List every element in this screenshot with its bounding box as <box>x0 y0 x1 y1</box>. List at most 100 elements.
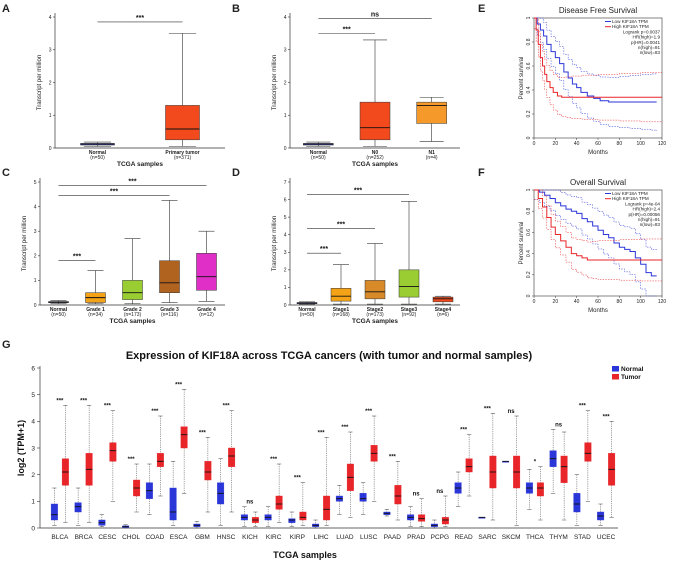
y-tick-label: 0 <box>284 146 287 152</box>
y-tick-label: 1 <box>284 113 287 119</box>
y-tick-label: 4 <box>31 419 35 426</box>
group-n-label: (n=6) <box>437 312 449 318</box>
normal-box <box>288 518 296 523</box>
y-tick-label: 2 <box>34 254 37 260</box>
significance-label: *** <box>270 457 278 463</box>
legend-label: High KIF18A TPM <box>612 24 649 29</box>
y-tick-label: 0 <box>284 303 287 309</box>
box-stage3 <box>398 269 420 298</box>
panel-d-boxplot: 0 1 2 3 4 5 6 7 Transcript per million TCGA sampl… <box>272 178 460 325</box>
x-tick-label: 100 <box>636 141 645 147</box>
y-tick-label: 1 <box>34 278 37 284</box>
x-tick-label: 0 <box>533 141 536 147</box>
y-axis-title: Transcript per million <box>272 216 278 271</box>
x-tick-label: 40 <box>574 299 580 305</box>
y-tick-label: 0.8 <box>526 208 532 215</box>
panel-label-c: C <box>2 167 10 179</box>
significance-label: *** <box>484 406 492 412</box>
group-n-label: (n=50) <box>90 155 105 161</box>
significance-label: *** <box>365 409 373 415</box>
tumor-box <box>323 495 331 521</box>
survival-curve-e8262a <box>534 189 662 261</box>
cancer-label: LUAD <box>336 534 354 541</box>
significance-label: *** <box>337 222 345 229</box>
box-n0 <box>359 101 391 141</box>
y-tick-label: 1 <box>526 16 532 19</box>
legend-stat: n(high)=91 <box>638 45 661 50</box>
y-tick-label: 5 <box>284 215 287 221</box>
ci-upper-line <box>534 189 657 250</box>
x-tick-label: 120 <box>658 299 667 305</box>
tumor-box <box>228 447 236 467</box>
y-tick-label: 0.2 <box>526 271 532 278</box>
group-label: Stage3 <box>401 307 418 313</box>
group-label: N0 <box>372 150 379 156</box>
group-n-label: (n=168) <box>332 312 350 318</box>
tumor-box <box>204 461 212 481</box>
significance-label: *** <box>603 414 611 420</box>
group-n-label: (n=92) <box>402 312 417 318</box>
group-label: Stage2 <box>367 307 384 313</box>
group-n-label: (n=50) <box>311 155 326 161</box>
cancer-label: THCA <box>526 534 544 541</box>
survival-title: Overall Survival <box>570 178 626 187</box>
y-tick-label: 0.6 <box>526 229 532 236</box>
significance-label: ns <box>371 12 379 19</box>
ci-lower-line <box>534 28 657 131</box>
y-tick-label: 7 <box>284 180 287 186</box>
legend-stat: Logrank p=4e-04 <box>625 201 660 206</box>
x-tick-label: 60 <box>595 141 601 147</box>
normal-box <box>573 493 581 513</box>
legend-label-tumor: Tumor <box>621 374 641 381</box>
cancer-label: HNSC <box>217 534 236 541</box>
ci-upper-line <box>534 17 657 78</box>
box-stage2 <box>364 280 386 300</box>
y-tick-label: 6 <box>31 365 35 372</box>
significance-label: *** <box>128 179 136 186</box>
group-n-label: (n=173) <box>124 312 142 318</box>
cancer-label: CHOL <box>122 534 140 541</box>
cancer-label: PAAD <box>384 534 402 541</box>
normal-box <box>169 487 177 521</box>
cancer-label: STAD <box>574 534 591 541</box>
legend-stat: HR(high)=1.9 <box>633 35 661 40</box>
tumor-box <box>394 485 402 505</box>
significance-label: *** <box>320 246 328 253</box>
y-tick-label: 0.4 <box>526 86 532 93</box>
x-axis-title: Months <box>588 150 608 156</box>
cancer-label: LIHC <box>314 534 329 541</box>
cancer-label: PRAD <box>407 534 425 541</box>
x-axis-title: TCGA samples <box>117 161 163 168</box>
legend-label: High KIF18A TPM <box>612 196 649 201</box>
significance-label: *** <box>223 404 231 410</box>
y-axis-title: Percent survival <box>519 222 525 265</box>
significance-label: ns <box>508 409 516 415</box>
tumor-box <box>180 426 188 449</box>
box-stage4 <box>432 296 454 303</box>
cancer-label: KICH <box>242 534 258 541</box>
group-label: Normal <box>50 307 68 313</box>
significance-label: *** <box>73 254 81 261</box>
x-tick-label: 20 <box>553 299 559 305</box>
box-grade-4 <box>196 253 217 291</box>
y-axis-title: Transcript per million <box>22 216 28 271</box>
significance-label: *** <box>460 428 468 434</box>
tumor-box <box>299 511 307 521</box>
tumor-box <box>418 514 426 522</box>
group-n-label: (n=371) <box>174 155 192 161</box>
cancer-label: KIRP <box>290 534 305 541</box>
panel-label-e: E <box>478 3 485 15</box>
significance-label: ns <box>413 492 421 498</box>
group-label: N1 <box>428 150 435 156</box>
legend-label-normal: Normal <box>621 366 644 373</box>
cancer-label: UCEC <box>597 534 616 541</box>
ci-upper-line <box>534 189 663 243</box>
y-tick-label: 5 <box>31 392 35 399</box>
y-tick-label: 1 <box>526 188 532 191</box>
cancer-label: SKCM <box>502 534 521 541</box>
significance-label: *** <box>175 382 183 388</box>
group-label: Normal <box>310 150 328 156</box>
y-tick-label: 3 <box>34 229 37 235</box>
panel-label-a: A <box>2 3 10 15</box>
x-tick-label: 100 <box>636 299 645 305</box>
